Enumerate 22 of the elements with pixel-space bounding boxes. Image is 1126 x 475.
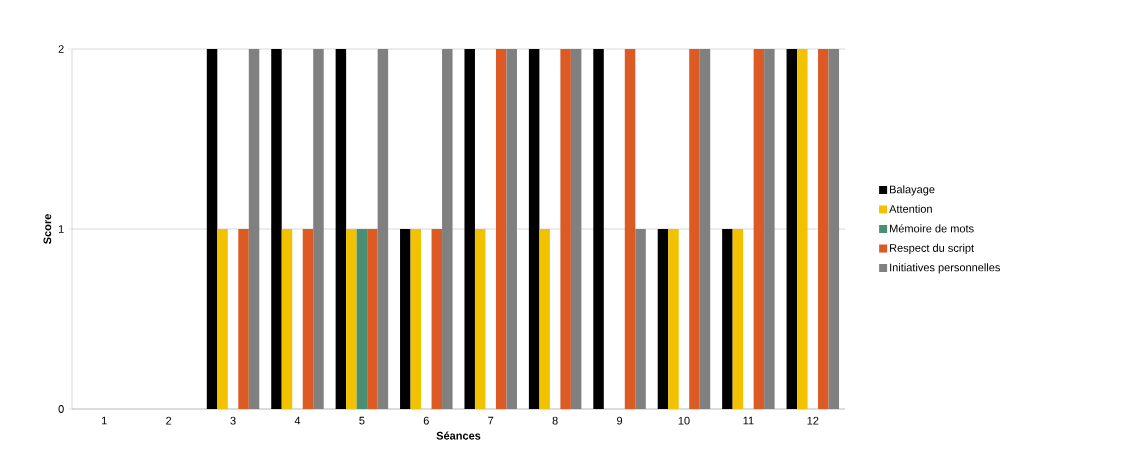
x-tick-label: 11 bbox=[743, 416, 754, 425]
x-tick-label: 8 bbox=[552, 416, 558, 425]
y-axis-title: Score bbox=[43, 214, 52, 244]
legend-label: Respect du script bbox=[890, 243, 975, 255]
x-tick-label: 3 bbox=[230, 416, 236, 425]
x-tick-label: 5 bbox=[359, 416, 365, 425]
x-tick-label: 9 bbox=[617, 416, 623, 425]
x-tick-label: 7 bbox=[488, 416, 494, 425]
x-tick-label: 6 bbox=[423, 416, 429, 425]
x-tick-label: 10 bbox=[678, 416, 690, 425]
x-tick-label: 4 bbox=[294, 416, 301, 425]
x-tick-label: 12 bbox=[807, 416, 819, 425]
x-tick-label: 1 bbox=[101, 416, 107, 425]
y-tick-label: 2 bbox=[58, 45, 64, 53]
x-tick-label: 2 bbox=[166, 416, 172, 425]
y-tick-label: 0 bbox=[58, 405, 64, 413]
legend-label: Mémoire de mots bbox=[890, 224, 974, 233]
y-tick-label: 1 bbox=[58, 225, 64, 233]
legend-label: Initiatives personnelles bbox=[890, 263, 1000, 274]
legend-label: Attention bbox=[889, 204, 932, 213]
legend-label: Balayage bbox=[890, 185, 935, 196]
x-axis-title: Séances bbox=[436, 431, 481, 440]
